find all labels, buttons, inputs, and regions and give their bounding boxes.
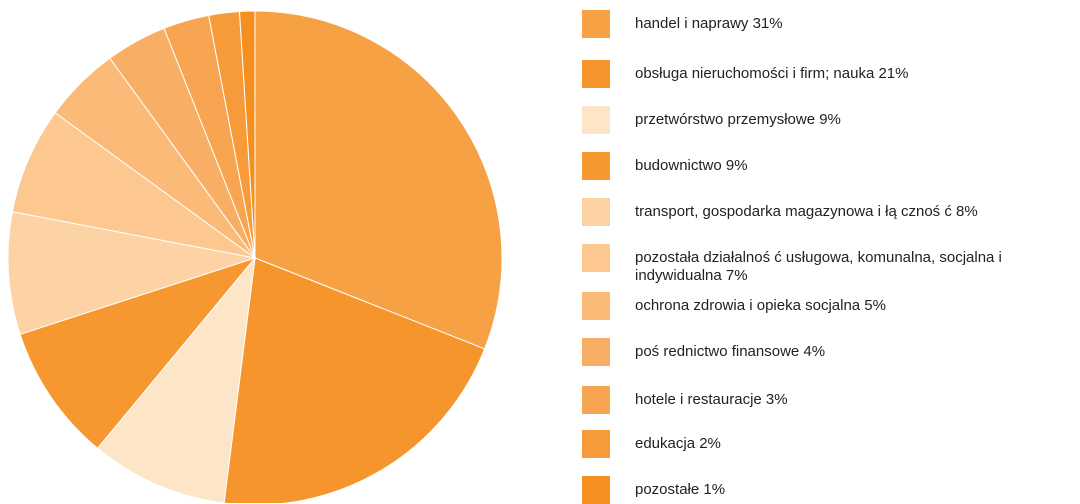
pie-slice [238,10,256,259]
pie-slice [19,256,257,450]
legend-swatch [582,386,610,414]
legend-swatch [582,292,610,320]
pie-chart [7,10,503,503]
legend-label: edukacja 2% [635,435,721,452]
legend-swatch [582,476,610,504]
legend-label: handel i naprawy 31% [635,15,783,32]
legend-label: pozostałe 1% [635,481,726,498]
pie-slice [11,112,256,259]
legend-swatch [582,244,610,272]
pie-slice [254,10,503,350]
legend-swatch [582,338,610,366]
legend-label: pozostała działalnoś ć usługowa, komunal… [635,249,1002,284]
legend-swatch [582,60,610,88]
legend-label: transport, gospodarka magazynowa i łą cz… [635,203,978,220]
legend-label: obsługa nieruchomości i firm; nauka 21% [635,65,909,82]
legend-label: poś rednictwo finansowe 4% [635,343,826,360]
legend-label: przetwórstwo przemysłowe 9% [635,111,841,128]
pie-slice [223,257,486,503]
legend-swatch [582,198,610,226]
legend-swatch [582,152,610,180]
legend-label: budownictwo 9% [635,157,748,174]
pie-slice [96,256,256,503]
legend-label: hotele i restauracje 3% [635,391,788,408]
legend-label: ochrona zdrowia i opieka socjalna 5% [635,297,886,314]
legend-swatch [582,430,610,458]
pie-slice [7,211,256,335]
legend-swatch [582,10,610,38]
legend-swatch [582,106,610,134]
